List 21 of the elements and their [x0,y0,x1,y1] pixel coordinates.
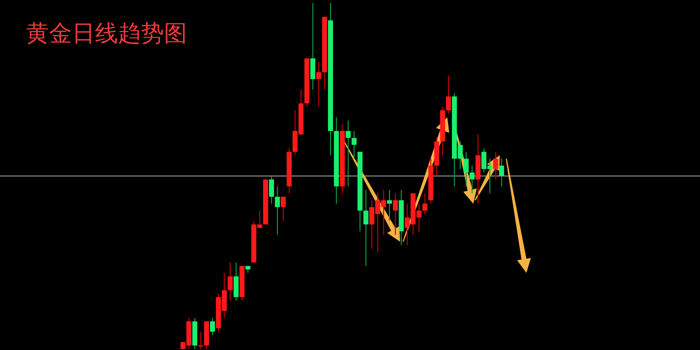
candlestick [310,2,316,90]
candlestick [422,192,428,215]
candlestick [228,262,233,302]
candlestick [499,158,504,187]
candlestick [269,176,274,204]
text: 黄金日线趋势图 [26,21,187,47]
candlestick [363,189,368,266]
candlestick [392,192,398,236]
candlestick [446,75,451,114]
candlestick [198,331,204,350]
candlestick [464,151,469,187]
candlestick [280,196,286,222]
candlestick [210,317,215,336]
candlestick [234,262,239,302]
candlestick [316,61,322,108]
candlestick [470,165,475,194]
candlestick [387,189,392,222]
candlestick [493,151,498,180]
candlestick [274,186,280,236]
candlestick [346,120,351,187]
candlestick [352,130,357,160]
